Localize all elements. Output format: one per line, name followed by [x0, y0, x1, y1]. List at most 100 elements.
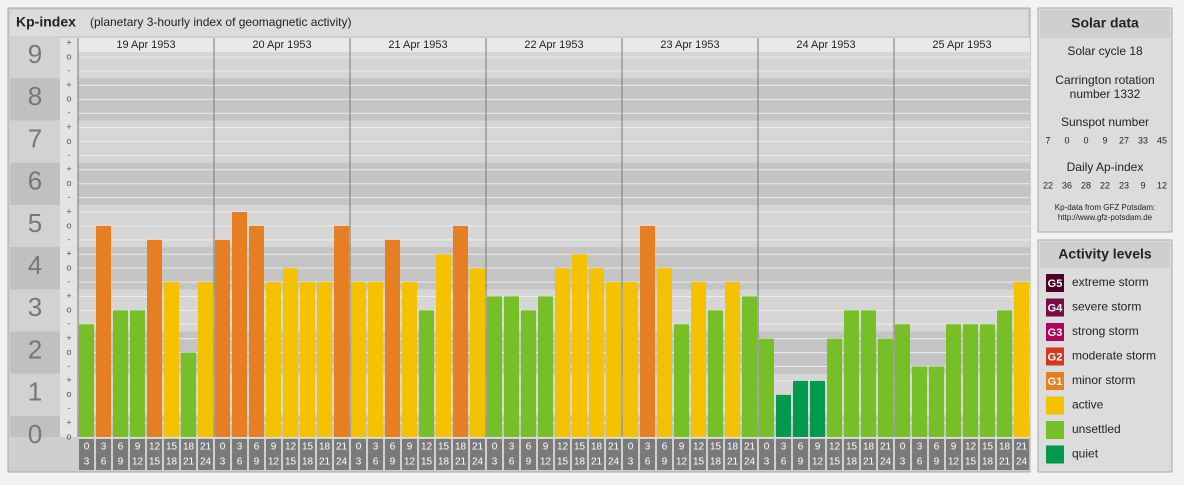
- hour-label: 6: [237, 457, 243, 468]
- hour-cell: [793, 439, 808, 470]
- hour-label: 21: [455, 457, 467, 468]
- hour-cell: [130, 439, 145, 470]
- y-tick-label: 6: [28, 166, 42, 196]
- hour-cell: [980, 439, 995, 470]
- hour-cell: [232, 439, 247, 470]
- day-header: [486, 38, 622, 52]
- bar: [793, 380, 808, 437]
- hour-label: 6: [509, 457, 515, 468]
- solar-title: Solar data: [1071, 15, 1139, 31]
- solar-value: 33: [1138, 135, 1148, 145]
- minor-tick-label: -: [68, 150, 71, 160]
- hour-cell: [385, 439, 400, 470]
- bar: [79, 324, 94, 437]
- hour-label: 18: [319, 442, 331, 453]
- bar: [436, 254, 451, 437]
- day-label: 20 Apr 1953: [252, 39, 311, 51]
- solar-cycle: Solar cycle 18: [1067, 44, 1143, 58]
- legend-badge: G4: [1048, 302, 1064, 314]
- day-label: 19 Apr 1953: [116, 39, 175, 51]
- hour-cell: [725, 439, 740, 470]
- carrington: number 1332: [1070, 87, 1141, 101]
- y-tick-label: 8: [28, 81, 42, 111]
- hour-label: 12: [965, 442, 977, 453]
- bar: [164, 282, 179, 437]
- hour-label: 18: [846, 457, 858, 468]
- hour-label: 24: [1016, 457, 1028, 468]
- hour-label: 9: [390, 457, 396, 468]
- hour-cell: [351, 439, 366, 470]
- solar-value: 0: [1064, 135, 1069, 145]
- hour-label: 3: [237, 442, 243, 453]
- bar: [929, 366, 944, 437]
- label-band: [10, 331, 60, 374]
- minor-band: [60, 331, 78, 374]
- hour-label: 3: [628, 457, 634, 468]
- hour-label: 9: [135, 442, 141, 453]
- hour-label: 9: [679, 442, 685, 453]
- day-header: [622, 38, 758, 52]
- legend-swatch: [1046, 347, 1064, 366]
- minor-band: [60, 289, 78, 332]
- hour-label: 6: [645, 457, 651, 468]
- minor-tick-label: o: [66, 178, 71, 188]
- hour-label: 6: [101, 457, 107, 468]
- hour-label: 18: [710, 457, 722, 468]
- minor-tick-label: o: [66, 305, 71, 315]
- hour-cell: [895, 439, 910, 470]
- hour-cell: [878, 439, 893, 470]
- legend-swatch: [1046, 396, 1064, 415]
- hour-label: 15: [693, 457, 705, 468]
- day-header: [350, 38, 486, 52]
- label-band: [10, 247, 60, 290]
- hour-label: 6: [373, 457, 379, 468]
- hour-cell: [487, 439, 502, 470]
- hour-label: 21: [319, 457, 331, 468]
- hour-label: 3: [781, 442, 787, 453]
- day-header: [78, 38, 214, 52]
- minor-tick-label: +: [66, 375, 71, 385]
- bar: [759, 338, 774, 437]
- hour-cell: [198, 439, 213, 470]
- hour-cell: [300, 439, 315, 470]
- bar: [113, 310, 128, 437]
- hour-label: 3: [764, 457, 770, 468]
- hour-cell: [181, 439, 196, 470]
- hour-cell: [436, 439, 451, 470]
- hour-cell: [419, 439, 434, 470]
- source: http://www.gfz-potsdam.de: [1058, 213, 1153, 222]
- band: [78, 415, 1030, 437]
- hour-label: 0: [492, 442, 498, 453]
- hour-cell: [572, 439, 587, 470]
- bar: [215, 239, 230, 437]
- hour-label: 9: [815, 442, 821, 453]
- hour-label: 0: [764, 442, 770, 453]
- bar: [640, 225, 655, 437]
- hour-label: 0: [356, 442, 362, 453]
- legend-label: strong storm: [1072, 324, 1139, 338]
- solar-value: 22: [1043, 180, 1053, 190]
- bar: [1014, 282, 1029, 437]
- bar: [317, 282, 332, 437]
- minor-tick-label: -: [68, 319, 71, 329]
- hour-label: 9: [271, 442, 277, 453]
- legend-badge: G3: [1048, 327, 1063, 339]
- hour-cell: [402, 439, 417, 470]
- hour-label: 12: [268, 457, 280, 468]
- hour-label: 24: [608, 457, 620, 468]
- bar: [334, 225, 349, 437]
- bar: [674, 324, 689, 437]
- hour-label: 3: [356, 457, 362, 468]
- minor-tick-label: -: [68, 108, 71, 118]
- bar: [810, 380, 825, 437]
- bar: [606, 282, 621, 437]
- hour-cell: [861, 439, 876, 470]
- minor-tick-label: -: [68, 65, 71, 75]
- solar-value: 23: [1119, 180, 1129, 190]
- hour-label: 6: [917, 457, 923, 468]
- minor-tick-label: o: [66, 220, 71, 230]
- bar: [776, 394, 791, 437]
- hour-cell: [623, 439, 638, 470]
- bar: [198, 282, 213, 437]
- y-tick-label: 9: [28, 39, 42, 69]
